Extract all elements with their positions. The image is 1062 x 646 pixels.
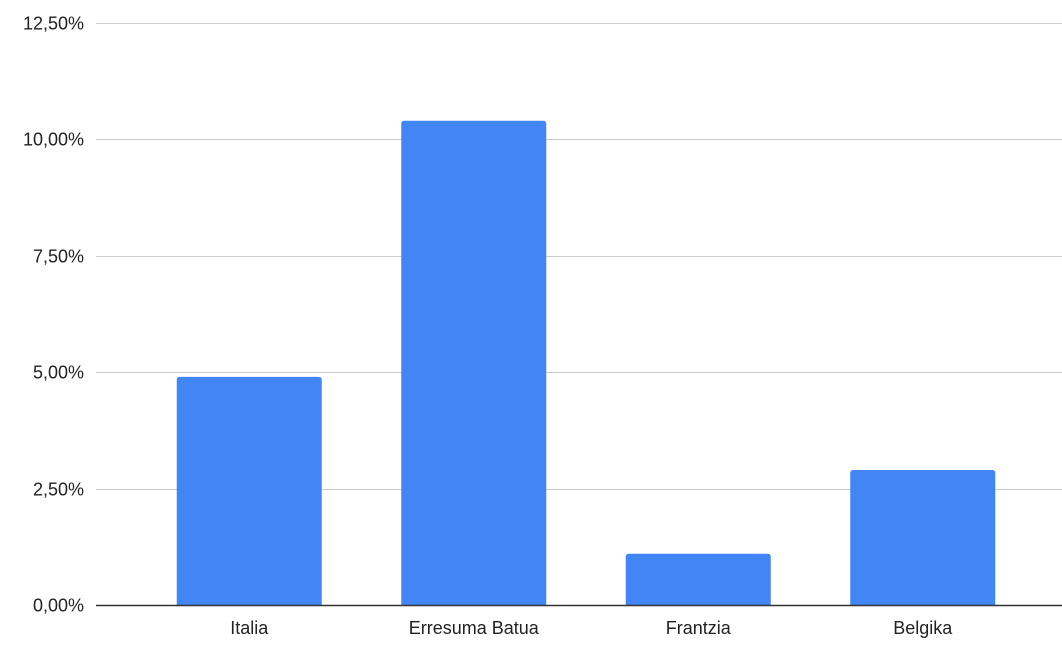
y-axis-tick-labels: 0,00% 2,50% 5,00% 7,50% 10,00% 12,50% <box>23 14 84 616</box>
bar-italia <box>176 376 322 605</box>
y-axis-tick-label: 7,50% <box>33 247 84 267</box>
bar-belgika <box>850 469 996 605</box>
bar-erresuma-batua <box>401 120 547 605</box>
y-axis-tick-label: 0,00% <box>33 596 84 616</box>
y-axis-tick-label: 5,00% <box>33 363 84 383</box>
x-axis-tick-label: Frantzia <box>666 618 732 638</box>
x-axis-tick-label: Italia <box>230 618 269 638</box>
x-axis-tick-labels: Italia Erresuma Batua Frantzia Belgika <box>230 618 953 638</box>
y-axis-tick-label: 12,50% <box>23 14 84 34</box>
y-axis-tick-label: 2,50% <box>33 480 84 500</box>
x-axis-tick-label: Belgika <box>893 618 953 638</box>
x-axis-tick-label: Erresuma Batua <box>409 618 540 638</box>
bars <box>176 120 996 605</box>
y-axis-tick-label: 10,00% <box>23 130 84 150</box>
bar-frantzia <box>625 553 771 605</box>
